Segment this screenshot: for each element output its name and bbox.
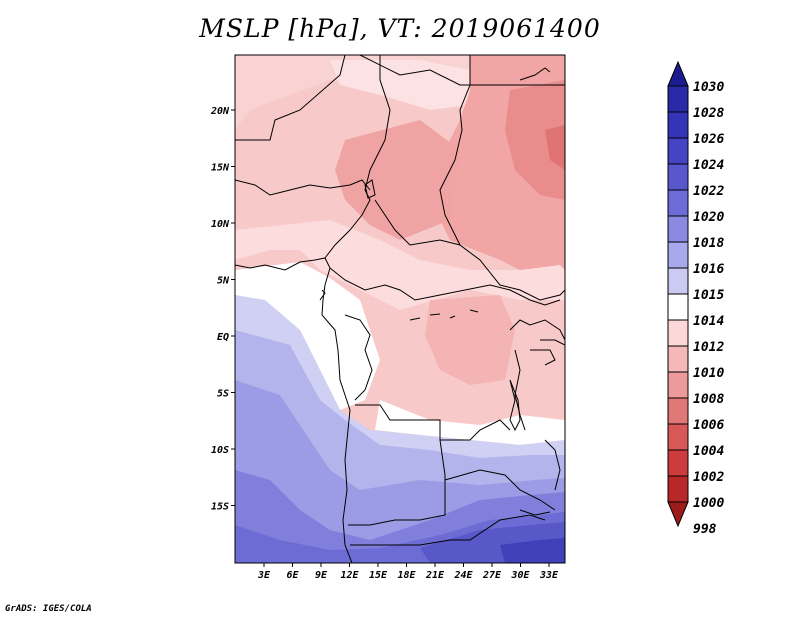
lat-tick-label: 15S — [211, 502, 229, 513]
colorbar-label: 1008 — [693, 392, 724, 407]
lat-tick-label: 5N — [217, 276, 230, 287]
border-car-congo — [329, 267, 561, 306]
lon-tick-label: 9E — [315, 570, 328, 581]
lake-malawi — [544, 439, 561, 491]
colorbar-swatch — [667, 345, 689, 373]
colorbar-swatch — [667, 475, 689, 503]
grads-credit: GrADS: IGES/COLA — [5, 604, 92, 614]
lake-tanganyika — [509, 379, 521, 432]
lat-tick-label: EQ — [217, 332, 229, 343]
border-sahel — [235, 179, 371, 196]
bioko-island — [319, 289, 326, 301]
lon-tick-label: 27E — [482, 570, 502, 581]
pressure-field — [235, 55, 565, 563]
colorbar-label: 1006 — [693, 418, 724, 433]
colorbar-swatch — [667, 215, 689, 243]
lon-tick-label: 15E — [369, 570, 388, 581]
lat-tick-label: 10N — [211, 219, 230, 230]
field-deep-low — [505, 80, 565, 200]
country-borders — [235, 55, 565, 563]
lon-tick-label: 30E — [510, 570, 530, 581]
colorbar-swatch — [667, 267, 689, 295]
field-chad-low — [335, 120, 460, 240]
border-gabon-congo — [344, 314, 373, 401]
colorbar-label: 1002 — [693, 470, 724, 485]
colorbar-bottom-arrow — [667, 501, 689, 528]
lon-tick-label: 3E — [257, 570, 271, 581]
colorbar-swatch — [667, 423, 689, 451]
colorbar-label: 1024 — [693, 158, 724, 173]
west-coastline — [235, 257, 353, 563]
lake-victoria — [530, 349, 556, 366]
lake-chad — [364, 179, 376, 199]
field-coastal-1014 — [235, 262, 380, 410]
lon-tick-label: 18E — [397, 570, 416, 581]
colorbar-label: 1022 — [693, 184, 724, 199]
border-angola-zambia — [348, 439, 446, 526]
border-rift-west — [514, 349, 526, 431]
border-uganda — [509, 319, 565, 341]
colorbar-swatch — [667, 319, 689, 347]
border-niger-nigeria — [324, 55, 391, 259]
field-central-light — [235, 220, 565, 310]
lake-kariba — [519, 509, 551, 516]
border-drc-angola — [355, 404, 511, 441]
plot-frame — [234, 54, 566, 564]
border-chad-car — [374, 199, 461, 246]
colorbar-label: 1015 — [693, 288, 724, 303]
colorbar-label: 1012 — [693, 340, 724, 355]
field-1026 — [500, 538, 565, 563]
colorbar-swatch — [667, 111, 689, 139]
border-chad-sudan — [439, 55, 565, 301]
lon-tick-label: 24E — [453, 570, 473, 581]
chart-title: MSLP [hPa], VT: 2019061400 — [199, 14, 601, 43]
colorbar-label: 1000 — [693, 496, 724, 511]
lon-tick-label: 6E — [286, 570, 299, 581]
border-namibia-botswana — [350, 514, 546, 546]
colorbar-swatch — [667, 189, 689, 217]
colorbar-label: 1020 — [693, 210, 724, 225]
lon-tick-label: 21E — [425, 570, 445, 581]
colorbar-swatch — [667, 85, 689, 113]
colorbar-label: 998 — [693, 522, 717, 537]
field-south-1014 — [375, 400, 565, 445]
colorbar-top-arrow — [667, 60, 689, 87]
colorbar-swatch — [667, 371, 689, 399]
field-deepest-low — [545, 125, 565, 170]
colorbar-swatch — [667, 137, 689, 165]
colorbar-swatch — [667, 449, 689, 477]
colorbar-swatch — [667, 163, 689, 191]
colorbar-swatch — [667, 293, 689, 321]
river-segments — [409, 309, 479, 321]
colorbar-label: 1018 — [693, 236, 724, 251]
lat-tick-label: 10S — [211, 445, 229, 456]
colorbar-swatch — [667, 241, 689, 269]
red-sea-coast — [519, 67, 551, 81]
border-zambia-drc — [444, 469, 556, 511]
colorbar-label: 1004 — [693, 444, 724, 459]
border-kenya — [540, 339, 565, 346]
lat-tick-label: 5S — [217, 389, 229, 400]
colorbar-label: 1026 — [693, 132, 724, 147]
lon-tick-label: 12E — [340, 570, 359, 581]
colorbar-label: 1030 — [693, 80, 724, 95]
lon-axis: 3E 6E 9E 12E 15E 18E 21E 24E 27E 30E 33E — [257, 563, 559, 581]
colorbar-label: 1028 — [693, 106, 724, 121]
colorbar-swatch — [667, 397, 689, 425]
lat-tick-label: 15N — [211, 163, 230, 174]
colorbar-label: 1010 — [693, 366, 724, 381]
border-libya-sudan — [359, 55, 565, 86]
colorbar: 1030 1028 1026 1024 1022 1020 1018 1016 1015 1014… — [667, 60, 724, 537]
lat-axis: 20N 15N 10N 5N EQ 5S 10S 15S — [210, 106, 235, 513]
border-algeria-mali — [235, 55, 346, 141]
field-congo-low — [425, 295, 515, 385]
colorbar-label: 1014 — [693, 314, 724, 329]
lat-tick-label: 20N — [210, 106, 230, 117]
colorbar-label: 1016 — [693, 262, 724, 277]
lon-tick-label: 33E — [539, 570, 559, 581]
